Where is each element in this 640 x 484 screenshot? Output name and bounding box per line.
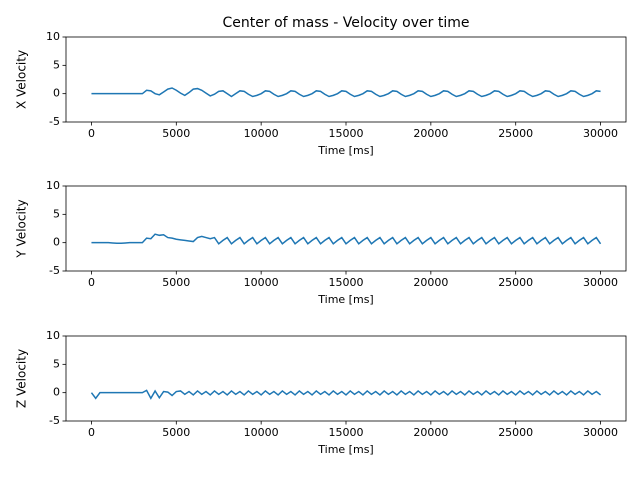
- y-tick-label: 10: [46, 329, 60, 342]
- y-tick-label: -5: [49, 264, 60, 277]
- y-tick-label: 5: [53, 357, 60, 370]
- data-line: [90, 389, 602, 400]
- y-tick-label: -5: [49, 115, 60, 128]
- data-line: [91, 233, 602, 245]
- x-tick-label: 15000: [329, 276, 364, 289]
- x-tick-label: 10000: [244, 426, 279, 439]
- y-tick-label: 5: [53, 58, 60, 71]
- y-tick-label: 5: [53, 207, 60, 220]
- x-tick-label: 30000: [583, 127, 618, 140]
- y-tick-label: 0: [53, 87, 60, 100]
- axes-frame: [65, 185, 627, 272]
- chart-title: Center of mass - Velocity over time: [223, 15, 470, 31]
- x-tick-label: 25000: [498, 276, 533, 289]
- x-tick-label: 15000: [329, 426, 364, 439]
- y-tick-label: 0: [53, 236, 60, 249]
- x-tick-label: 20000: [413, 127, 448, 140]
- y-axis-label: Z Velocity: [15, 349, 29, 408]
- x-tick-label: 20000: [413, 276, 448, 289]
- x-tick-label: 25000: [498, 127, 533, 140]
- x-axis-label: Time [ms]: [317, 443, 373, 456]
- x-tick-label: 30000: [583, 426, 618, 439]
- x-tick-label: 25000: [498, 426, 533, 439]
- x-tick-label: 5000: [162, 127, 190, 140]
- x-tick-label: 0: [88, 426, 95, 439]
- x-tick-label: 10000: [244, 276, 279, 289]
- y-tick-label: -5: [49, 414, 60, 427]
- x-tick-label: 20000: [413, 426, 448, 439]
- y-tick-label: 0: [53, 386, 60, 399]
- x-tick-label: 5000: [162, 276, 190, 289]
- x-axis-label: Time [ms]: [317, 144, 373, 157]
- axes-frame: [65, 36, 627, 123]
- data-line: [91, 87, 601, 98]
- x-tick-label: 30000: [583, 276, 618, 289]
- x-tick-label: 0: [88, 276, 95, 289]
- x-axis-label: Time [ms]: [317, 293, 373, 306]
- y-axis-label: Y Velocity: [15, 199, 29, 258]
- y-axis-label: X Velocity: [15, 50, 29, 109]
- x-tick-label: 10000: [244, 127, 279, 140]
- axes-frame: [65, 335, 627, 422]
- y-tick-label: 10: [46, 30, 60, 43]
- x-tick-label: 0: [88, 127, 95, 140]
- x-tick-label: 15000: [329, 127, 364, 140]
- y-tick-label: 10: [46, 179, 60, 192]
- x-tick-label: 5000: [162, 426, 190, 439]
